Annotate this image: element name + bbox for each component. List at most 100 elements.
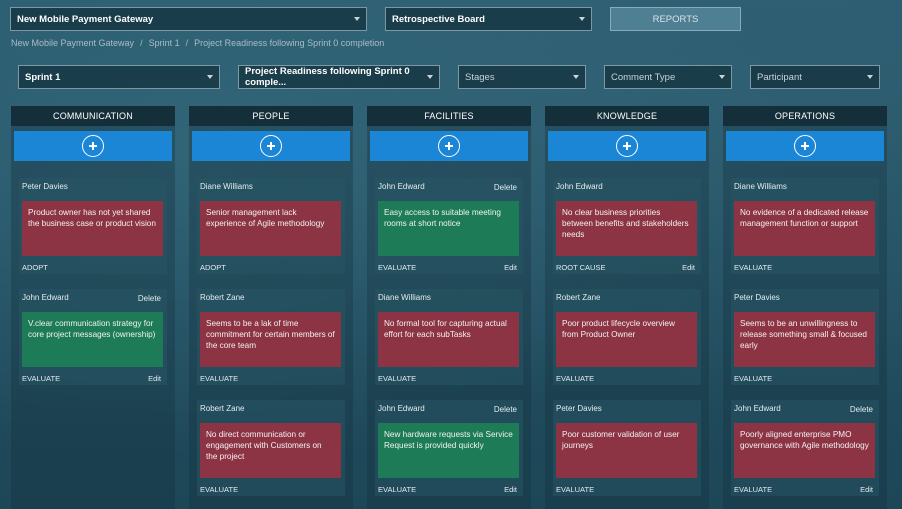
breadcrumb-project[interactable]: New Mobile Payment Gateway	[11, 38, 135, 48]
card-author: Peter Davies	[556, 404, 602, 413]
column-communication: COMMUNICATION Peter Davies Product owner h…	[11, 106, 175, 509]
breadcrumb-retro: Project Readiness following Sprint 0 com…	[194, 38, 385, 48]
card-stage: EVALUATE	[378, 374, 417, 383]
card-author: Peter Davies	[734, 293, 780, 302]
column-people: PEOPLE Diane Williams Senior management la…	[189, 106, 353, 509]
card-note: Poorly aligned enterprise PMO governance…	[734, 423, 875, 478]
board-select[interactable]: Retrospective Board	[385, 7, 592, 31]
retro-card[interactable]: John Edward Delete Poorly aligned enterpri…	[731, 400, 879, 496]
participant-select[interactable]: Participant	[750, 65, 880, 89]
chevron-down-icon	[427, 75, 433, 79]
card-note: Product owner has not yet shared the bus…	[22, 201, 163, 256]
delete-card-link[interactable]: Delete	[493, 183, 517, 192]
comment-type-select[interactable]: Comment Type	[604, 65, 732, 89]
delete-card-link[interactable]: Delete	[849, 405, 873, 414]
card-stage: EVALUATE	[200, 374, 239, 383]
card-author: Diane Williams	[734, 182, 787, 191]
retro-card[interactable]: John Edward Delete New hardware requests v…	[375, 400, 523, 496]
board-select-value: Retrospective Board	[392, 13, 485, 25]
card-author: John Edward	[378, 182, 425, 191]
add-card-button[interactable]	[14, 131, 172, 161]
card-note: No direct communication or engagement wi…	[200, 423, 341, 478]
retro-card[interactable]: John Edward Delete Easy access to suitable…	[375, 178, 523, 274]
card-author: Peter Davies	[22, 182, 68, 191]
card-author: Diane Williams	[200, 182, 253, 191]
retro-card[interactable]: Robert Zane No direct communication or en…	[197, 400, 345, 496]
chevron-down-icon	[207, 75, 213, 79]
card-note: No formal tool for capturing actual effo…	[378, 312, 519, 367]
reports-button[interactable]: REPORTS	[610, 7, 741, 31]
retro-select-value: Project Readiness following Sprint 0 com…	[245, 66, 410, 88]
column-title: COMMUNICATION	[11, 106, 175, 126]
plus-circle-icon	[794, 135, 816, 157]
card-author: John Edward	[556, 182, 603, 191]
plus-circle-icon	[438, 135, 460, 157]
card-author: John Edward	[378, 404, 425, 413]
card-stage: EVALUATE	[378, 485, 417, 494]
edit-card-link[interactable]: Edit	[860, 485, 873, 494]
retro-card[interactable]: Diane Williams No evidence of a dedicated…	[731, 178, 879, 274]
card-stage: EVALUATE	[734, 374, 773, 383]
column-operations: OPERATIONS Diane Williams No evidence of a…	[723, 106, 887, 509]
plus-circle-icon	[616, 135, 638, 157]
card-author: Robert Zane	[200, 404, 245, 413]
card-stage: EVALUATE	[734, 263, 773, 272]
chevron-down-icon	[573, 75, 579, 79]
card-note: Easy access to suitable meeting rooms at…	[378, 201, 519, 256]
edit-card-link[interactable]: Edit	[148, 374, 161, 383]
add-card-button[interactable]	[192, 131, 350, 161]
card-stage: ADOPT	[200, 263, 226, 272]
card-note: Poor customer validation of user journey…	[556, 423, 697, 478]
edit-card-link[interactable]: Edit	[682, 263, 695, 272]
comment-type-select-placeholder: Comment Type	[611, 71, 676, 83]
chevron-down-icon	[354, 17, 360, 21]
card-author: Diane Williams	[378, 293, 431, 302]
plus-circle-icon	[82, 135, 104, 157]
retro-card[interactable]: Diane Williams Senior management lack exp…	[197, 178, 345, 274]
card-note: New hardware requests via Service Reques…	[378, 423, 519, 478]
retro-card[interactable]: John Edward Delete V.clear communication s…	[19, 289, 167, 385]
card-note: Seems to be a lak of time commitment for…	[200, 312, 341, 367]
edit-card-link[interactable]: Edit	[504, 263, 517, 272]
card-stage: EVALUATE	[378, 263, 417, 272]
retro-card[interactable]: Peter Davies Product owner has not yet sh…	[19, 178, 167, 274]
card-author: John Edward	[734, 404, 781, 413]
edit-card-link[interactable]: Edit	[504, 485, 517, 494]
sprint-select[interactable]: Sprint 1	[18, 65, 220, 89]
retro-card[interactable]: Peter Davies Seems to be an unwillingness…	[731, 289, 879, 385]
project-select[interactable]: New Mobile Payment Gateway	[10, 7, 367, 31]
retro-card[interactable]: Peter Davies Poor customer validation of …	[553, 400, 701, 496]
card-author: Robert Zane	[556, 293, 601, 302]
column-title: PEOPLE	[189, 106, 353, 126]
retro-select[interactable]: Project Readiness following Sprint 0 com…	[238, 65, 440, 89]
delete-card-link[interactable]: Delete	[137, 294, 161, 303]
retro-card[interactable]: Robert Zane Poor product lifecycle overvi…	[553, 289, 701, 385]
delete-card-link[interactable]: Delete	[493, 405, 517, 414]
retro-card[interactable]: Diane Williams No formal tool for capturi…	[375, 289, 523, 385]
card-note: No evidence of a dedicated release manag…	[734, 201, 875, 256]
card-stage: EVALUATE	[200, 485, 239, 494]
column-facilities: FACILITIES John Edward Delete Easy access t…	[367, 106, 531, 509]
card-note: V.clear communication strategy for core …	[22, 312, 163, 367]
card-note: Poor product lifecycle overview from Pro…	[556, 312, 697, 367]
card-note: No clear business priorities between ben…	[556, 201, 697, 256]
breadcrumb-separator: /	[140, 38, 143, 48]
add-card-button[interactable]	[370, 131, 528, 161]
retro-card[interactable]: Robert Zane Seems to be a lak of time com…	[197, 289, 345, 385]
breadcrumb-sprint[interactable]: Sprint 1	[148, 38, 180, 48]
stages-select-placeholder: Stages	[465, 71, 495, 83]
plus-circle-icon	[260, 135, 282, 157]
card-stage: ADOPT	[22, 263, 48, 272]
add-card-button[interactable]	[548, 131, 706, 161]
sprint-select-value: Sprint 1	[25, 71, 61, 83]
card-stage: EVALUATE	[22, 374, 61, 383]
add-card-button[interactable]	[726, 131, 884, 161]
stages-select[interactable]: Stages	[458, 65, 586, 89]
chevron-down-icon	[579, 17, 585, 21]
column-knowledge: KNOWLEDGE John Edward No clear business pr…	[545, 106, 709, 509]
retro-card[interactable]: John Edward No clear business priorities …	[553, 178, 701, 274]
breadcrumb-separator: /	[185, 38, 189, 48]
card-stage: EVALUATE	[556, 485, 595, 494]
column-title: OPERATIONS	[723, 106, 887, 126]
breadcrumb: New Mobile Payment Gateway / Sprint 1 / …	[11, 38, 384, 48]
